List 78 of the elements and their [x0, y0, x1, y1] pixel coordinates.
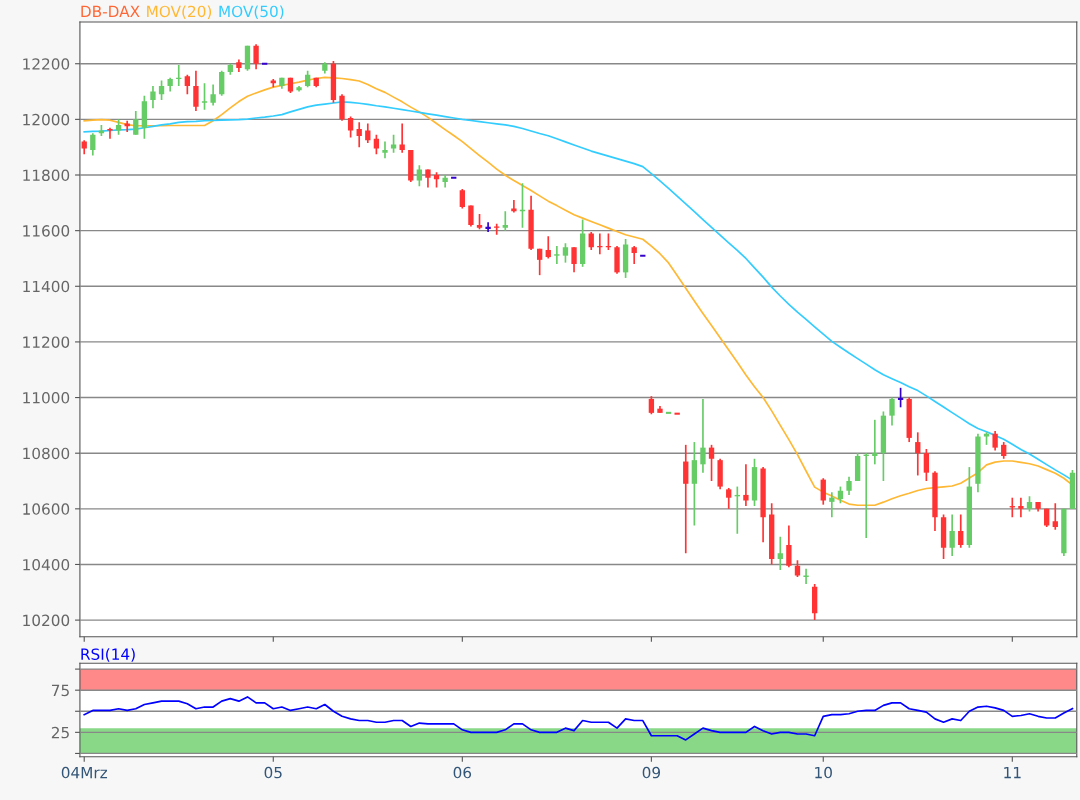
candlestick: [562, 242, 569, 264]
candlestick: [777, 535, 783, 571]
candlestick: [691, 441, 698, 527]
candlestick: [193, 69, 199, 112]
candlestick: [502, 210, 508, 232]
candlestick: [889, 396, 895, 427]
text: MOV(50): [219, 5, 284, 19]
y-tick-label: 10200: [23, 614, 70, 627]
candlestick: [726, 487, 732, 510]
candlestick: [1052, 502, 1058, 531]
candlestick: [253, 43, 259, 71]
y-tick-label: 10800: [23, 447, 70, 460]
line-series: [83, 696, 1074, 741]
candlestick: [700, 398, 706, 474]
y-tick-label: 75: [52, 684, 69, 697]
y-tick-label: 11000: [23, 392, 70, 404]
candlestick: [949, 513, 955, 557]
y-tick-label: 25: [51, 726, 69, 739]
candlestick: [1018, 496, 1024, 519]
candlestick: [365, 122, 371, 144]
candlestick: [133, 110, 139, 136]
y-tick-label: 12000: [23, 113, 70, 126]
candlestick: [511, 199, 517, 214]
candlestick: [872, 418, 878, 466]
x-tick-label: 06: [453, 766, 472, 779]
candlestick: [708, 444, 715, 482]
candlestick: [648, 395, 655, 416]
candlestick: [244, 44, 251, 72]
candlestick: [484, 221, 492, 233]
y-tick-label: 11200: [23, 336, 70, 348]
x-tick-label: 10: [815, 766, 832, 779]
x-tick-label: 04Mrz: [61, 766, 108, 779]
y-tick-label: 11800: [23, 169, 70, 182]
candlestick: [846, 476, 852, 496]
candlestick: [158, 79, 165, 101]
candlestick: [743, 463, 749, 507]
candlestick: [915, 431, 921, 477]
candlestick: [201, 82, 208, 111]
candlestick: [683, 444, 689, 555]
text: MOV(20): [147, 5, 212, 19]
x-tick-label: 05: [264, 766, 282, 779]
candlestick: [554, 245, 560, 265]
candlestick: [382, 140, 388, 160]
x-tick-label: 09: [642, 766, 661, 779]
candlestick: [958, 513, 964, 549]
candlestick: [339, 93, 345, 122]
candlestick: [399, 122, 405, 154]
candlestick: [571, 246, 577, 274]
chart-title: DB-DAX: [81, 5, 140, 17]
candlestick: [184, 74, 190, 96]
y-tick-label: 10400: [23, 558, 70, 571]
candlestick: [537, 247, 543, 276]
candlestick: [219, 69, 225, 97]
candlestick: [356, 121, 362, 149]
candlestick: [210, 83, 216, 107]
candlestick: [150, 85, 156, 110]
candlestick: [545, 235, 551, 260]
candlestick: [459, 188, 465, 210]
candlestick: [347, 115, 354, 139]
candlestick: [90, 132, 96, 157]
candlestick: [373, 133, 380, 155]
candlestick: [390, 133, 397, 154]
candlestick: [416, 164, 423, 187]
chart-title: RSI(14): [81, 648, 135, 662]
candlestick: [786, 524, 792, 569]
candlestick: [494, 222, 500, 236]
candlestick: [992, 430, 998, 452]
candlestick: [631, 245, 637, 265]
candlestick: [425, 168, 431, 189]
y-tick-label: 11400: [23, 280, 70, 293]
candlestick: [588, 231, 594, 251]
candlestick: [923, 448, 930, 482]
y-tick-label: 10600: [23, 503, 70, 515]
y-tick-label: 11600: [23, 225, 70, 237]
candlestick: [829, 491, 835, 519]
candlestick: [820, 477, 826, 506]
y-tick-label: 12200: [23, 58, 70, 70]
x-tick-label: 11: [1004, 766, 1021, 779]
